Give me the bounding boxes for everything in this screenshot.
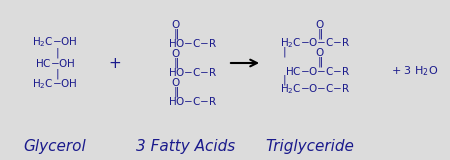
Text: |: | [55, 69, 59, 79]
Text: 3 Fatty Acids: 3 Fatty Acids [136, 139, 236, 153]
Text: HO$-$C$-$R: HO$-$C$-$R [168, 95, 217, 107]
Text: O: O [172, 20, 180, 30]
Text: ‖: ‖ [173, 29, 179, 39]
Text: HC$-$OH: HC$-$OH [35, 57, 75, 69]
Text: H$_2$C$-$OH: H$_2$C$-$OH [32, 77, 78, 91]
Text: HO$-$C$-$R: HO$-$C$-$R [168, 66, 217, 78]
Text: O: O [316, 20, 324, 30]
Text: H$_2$C$-$OH: H$_2$C$-$OH [32, 35, 78, 49]
Text: HO$-$C$-$R: HO$-$C$-$R [168, 37, 217, 49]
Text: ‖: ‖ [317, 29, 323, 39]
Text: Triglyceride: Triglyceride [266, 139, 355, 153]
Text: |: | [282, 75, 286, 85]
Text: O: O [316, 48, 324, 58]
Text: $+$ 3 H$_2$O: $+$ 3 H$_2$O [392, 64, 439, 78]
Text: HC$-$O$-$C$-$R: HC$-$O$-$C$-$R [285, 65, 351, 77]
Text: +: + [108, 56, 122, 71]
Text: ‖: ‖ [173, 87, 179, 97]
Text: |: | [282, 47, 286, 57]
Text: ‖: ‖ [173, 58, 179, 68]
Text: O: O [172, 78, 180, 88]
Text: Glycerol: Glycerol [23, 139, 86, 153]
Text: H$_2$C$-$O$-$C$-$R: H$_2$C$-$O$-$C$-$R [280, 82, 351, 96]
Text: H$_2$C$-$O$-$C$-$R: H$_2$C$-$O$-$C$-$R [280, 36, 351, 50]
Text: |: | [55, 48, 59, 58]
Text: O: O [172, 49, 180, 59]
Text: ‖: ‖ [317, 57, 323, 67]
